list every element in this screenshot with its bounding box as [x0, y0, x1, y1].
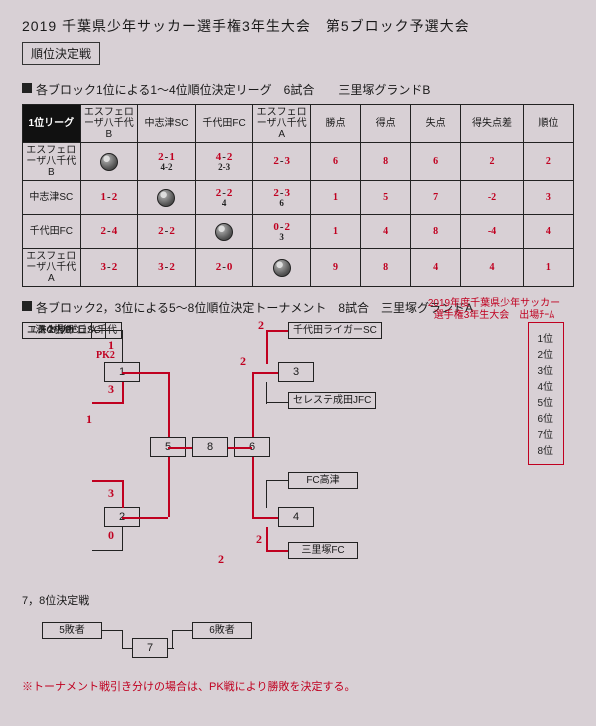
stat-cell: -4 [461, 215, 524, 249]
col-header: 得点 [361, 105, 411, 143]
score-cell: 2-4 [80, 215, 138, 249]
score-cell: 3-2 [80, 249, 138, 287]
playoff78-heading: 7，8位決定戦 [22, 592, 574, 608]
bracket-area: 2019年度千葉県少年サッカー 選手権3年生大会 出場ﾁｰﾑ 1位2位3位4位5… [22, 322, 574, 592]
team-box: 三里塚FC [288, 542, 358, 559]
hand-score: 3 [108, 486, 114, 501]
stat-cell: -2 [461, 181, 524, 215]
rank-row: 4位 [537, 378, 553, 393]
stat-cell: 7 [411, 181, 461, 215]
rank-title-line1: 2019年度千葉県少年サッカー [428, 298, 560, 309]
rank-row: 1位 [537, 330, 553, 345]
team-box: FC高津 [288, 472, 358, 489]
stat-cell: 1 [310, 215, 360, 249]
score-cell: 2-3 [253, 143, 311, 181]
team-box: 酒々井FC [22, 322, 92, 339]
score-cell: 2-36 [253, 181, 311, 215]
score-cell [195, 215, 253, 249]
row-header: エスフェローザ八千代A [23, 249, 81, 287]
hand-score: 3 [108, 382, 114, 397]
stat-cell: 8 [411, 215, 461, 249]
team-box: 5敗者 [42, 622, 102, 639]
score-cell: 0-23 [253, 215, 311, 249]
stat-cell: 9 [310, 249, 360, 287]
stat-cell: 8 [361, 143, 411, 181]
rank-row: 6位 [537, 410, 553, 425]
score-cell: 1-2 [80, 181, 138, 215]
rank-row: 2位 [537, 346, 553, 361]
rank-row: 7位 [537, 426, 553, 441]
col-header: 順位 [523, 105, 573, 143]
team-box: セレステ成田JFC [288, 392, 376, 409]
soccer-ball-icon [215, 223, 233, 241]
stat-cell: 4 [461, 249, 524, 287]
rank-row: 3位 [537, 362, 553, 377]
team-box: 6敗者 [192, 622, 252, 639]
match-num: 3 [278, 362, 314, 382]
soccer-ball-icon [273, 259, 291, 277]
rank-row: 8位 [537, 442, 553, 457]
hand-score: 1 [86, 412, 92, 427]
rank-row: 5位 [537, 394, 553, 409]
score-cell: 2-2 [138, 215, 196, 249]
hand-score: 0 [108, 528, 114, 543]
col-header: エスフェローザ八千代A [253, 105, 311, 143]
col-header: 失点 [411, 105, 461, 143]
rank-title-line2: 選手権3年生大会 出場ﾁｰﾑ [434, 310, 555, 321]
match-num: 7 [132, 638, 168, 658]
score-cell [253, 249, 311, 287]
stat-cell: 4 [523, 215, 573, 249]
rank-box-title: 2019年度千葉県少年サッカー 選手権3年生大会 出場ﾁｰﾑ [424, 298, 564, 322]
match-num: 8 [192, 437, 228, 457]
hand-score: 2 [218, 552, 224, 567]
soccer-ball-icon [100, 153, 118, 171]
col-header: 勝点 [310, 105, 360, 143]
col-header: エスフェローザ八千代B [80, 105, 138, 143]
stat-cell: 2 [461, 143, 524, 181]
hand-score: 2 [258, 318, 264, 333]
subtitle-box: 順位決定戦 [22, 42, 100, 65]
rank-box: 1位2位3位4位5位6位7位8位 [528, 322, 564, 465]
col-header: 得失点差 [461, 105, 524, 143]
league-corner: 1位リーグ [23, 105, 81, 143]
league-table: 1位リーグ エスフェローザ八千代B 中志津SC 千代田FC エスフェローザ八千代… [22, 104, 574, 287]
soccer-ball-icon [157, 189, 175, 207]
score-cell: 2-14-2 [138, 143, 196, 181]
stat-cell: 1 [523, 249, 573, 287]
hand-score: 2 [256, 532, 262, 547]
score-cell: 4-22-3 [195, 143, 253, 181]
stat-cell: 5 [361, 181, 411, 215]
score-cell: 3-2 [138, 249, 196, 287]
score-cell [138, 181, 196, 215]
stat-cell: 6 [411, 143, 461, 181]
score-cell: 2-0 [195, 249, 253, 287]
col-header: 千代田FC [195, 105, 253, 143]
score-cell: 2-24 [195, 181, 253, 215]
match-num: 4 [278, 507, 314, 527]
page-title: 2019 千葉県少年サッカー選手権3年生大会 第5ブロック予選大会 [22, 16, 574, 36]
stat-cell: 6 [310, 143, 360, 181]
row-header: 中志津SC [23, 181, 81, 215]
stat-cell: 3 [523, 181, 573, 215]
stat-cell: 8 [361, 249, 411, 287]
stat-cell: 1 [310, 181, 360, 215]
league-heading: 各ブロック1位による1～4位順位決定リーグ 6試合 三里塚グランドB [22, 81, 574, 98]
hand-score: PK2 [96, 350, 115, 361]
row-header: 千代田FC [23, 215, 81, 249]
team-box: 千代田ライガーSC [288, 322, 382, 339]
stat-cell: 4 [411, 249, 461, 287]
stat-cell: 2 [523, 143, 573, 181]
stat-cell: 4 [361, 215, 411, 249]
row-header: エスフェローザ八千代B [23, 143, 81, 181]
col-header: 中志津SC [138, 105, 196, 143]
hand-score: 2 [240, 354, 246, 369]
playoff78-area: 5敗者 6敗者 7 [22, 614, 574, 674]
score-cell [80, 143, 138, 181]
footnote: ※トーナメント戦引き分けの場合は、PK戦により勝敗を決定する。 [22, 678, 574, 694]
